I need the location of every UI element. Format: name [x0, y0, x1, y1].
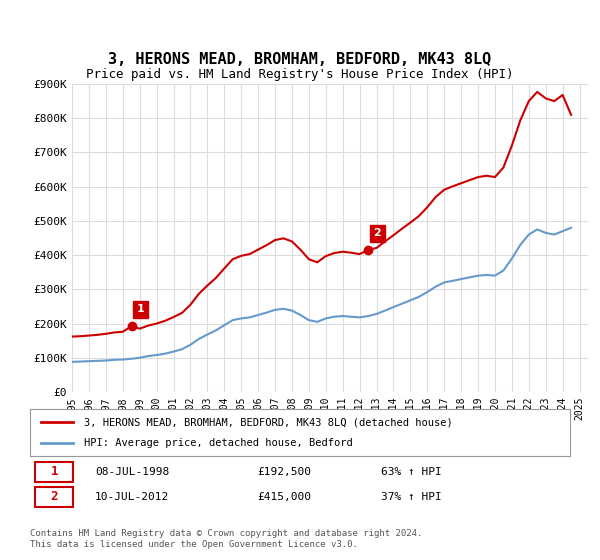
- Text: Contains HM Land Registry data © Crown copyright and database right 2024.
This d: Contains HM Land Registry data © Crown c…: [30, 529, 422, 549]
- Text: 08-JUL-1998: 08-JUL-1998: [95, 467, 169, 477]
- Text: 3, HERONS MEAD, BROMHAM, BEDFORD, MK43 8LQ (detached house): 3, HERONS MEAD, BROMHAM, BEDFORD, MK43 8…: [84, 417, 453, 427]
- Text: 1: 1: [50, 465, 58, 478]
- Text: £192,500: £192,500: [257, 467, 311, 477]
- Text: 3, HERONS MEAD, BROMHAM, BEDFORD, MK43 8LQ: 3, HERONS MEAD, BROMHAM, BEDFORD, MK43 8…: [109, 52, 491, 67]
- Text: Price paid vs. HM Land Registry's House Price Index (HPI): Price paid vs. HM Land Registry's House …: [86, 68, 514, 81]
- Text: 1: 1: [137, 305, 145, 314]
- FancyBboxPatch shape: [35, 462, 73, 482]
- Text: 2: 2: [373, 228, 381, 239]
- Text: HPI: Average price, detached house, Bedford: HPI: Average price, detached house, Bedf…: [84, 438, 353, 448]
- Text: £415,000: £415,000: [257, 492, 311, 502]
- Text: 10-JUL-2012: 10-JUL-2012: [95, 492, 169, 502]
- FancyBboxPatch shape: [35, 487, 73, 507]
- Text: 2: 2: [50, 491, 58, 503]
- Text: 63% ↑ HPI: 63% ↑ HPI: [381, 467, 442, 477]
- Text: 37% ↑ HPI: 37% ↑ HPI: [381, 492, 442, 502]
